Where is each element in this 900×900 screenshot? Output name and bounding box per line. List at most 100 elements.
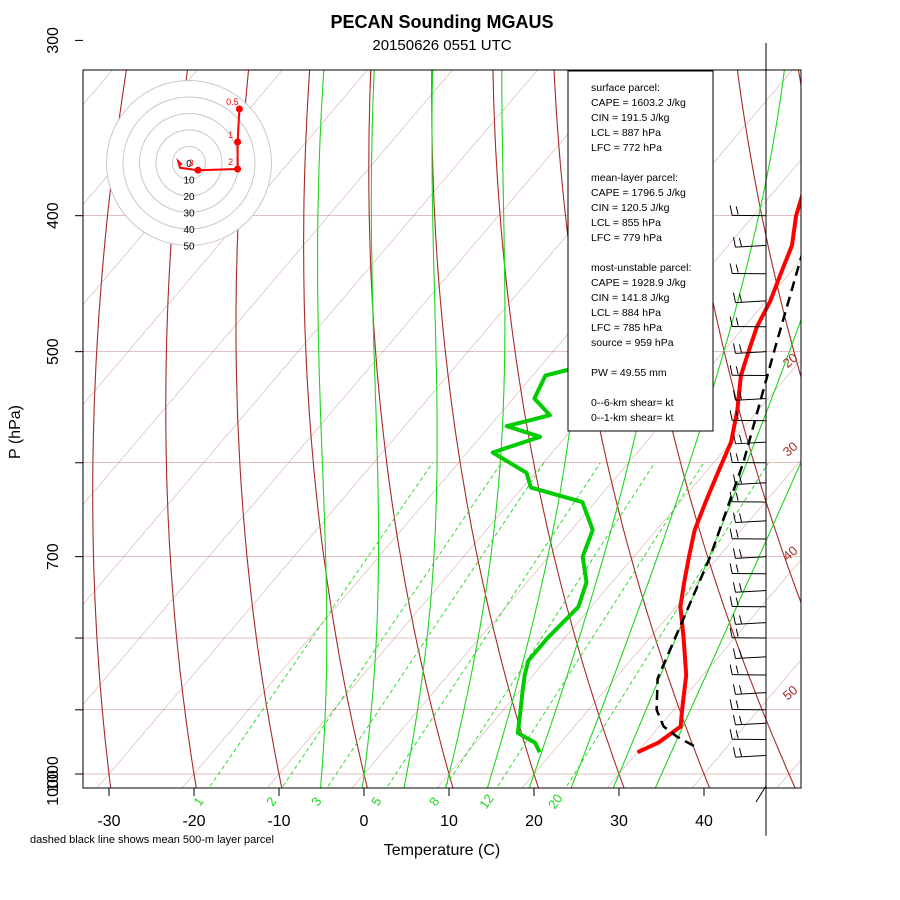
info-box: surface parcel: CAPE = 1603.2 J/kg CIN = 1… (567, 70, 714, 432)
hodograph-bg (107, 81, 271, 245)
wind-feather (735, 264, 739, 273)
dry-adiabat (303, 70, 368, 788)
chart-title: PECAN Sounding MGAUS (331, 12, 554, 32)
wind-feather (732, 747, 736, 758)
info-line: LFC = 772 hPa (591, 142, 662, 154)
wind-feather (729, 263, 733, 274)
wind-feather (738, 715, 742, 725)
wind-feather (738, 434, 742, 443)
hodograph-point (235, 105, 243, 113)
wind-feather (729, 316, 733, 327)
isotherm (83, 70, 113, 105)
wind-feather (738, 391, 742, 400)
info-line: PW = 49.55 mm (591, 367, 667, 379)
hodograph-point (234, 138, 242, 146)
hodograph-height-label: 1 (228, 130, 233, 140)
wind-feather (732, 548, 736, 559)
hodograph-height-label: 3 (188, 158, 193, 168)
wind-feather (729, 452, 733, 463)
x-tick-label: -30 (97, 813, 120, 830)
wind-barb (735, 656, 767, 660)
info-line: 0--6-km shear= kt (591, 397, 674, 409)
mixing-ratio-line (208, 462, 433, 788)
hodograph-point (194, 166, 202, 174)
hodograph-point (234, 165, 242, 173)
dry-adiabat (92, 70, 127, 788)
isotherm (521, 459, 801, 788)
mixing-ratio-line (443, 462, 656, 788)
hodograph-ring-label: 40 (183, 225, 195, 236)
info-line: CAPE = 1796.5 J/kg (591, 187, 686, 199)
hodograph-ring (106, 80, 272, 246)
mixing-ratio-line (565, 462, 769, 788)
wind-barb (735, 520, 767, 524)
wind-feather (732, 474, 736, 485)
wind-feather (735, 730, 739, 739)
hodograph-ring (122, 96, 256, 230)
mixing-ratio-label: 20 (545, 791, 566, 811)
hodograph-ring-label: 10 (183, 176, 195, 187)
dry-adiabat (492, 70, 625, 788)
wind-feather (729, 627, 733, 638)
wind-feather (735, 628, 739, 637)
y-axis-label: P (hPa) (7, 405, 24, 459)
info-line: LCL = 887 hPa (591, 127, 661, 139)
wind-feather (729, 596, 733, 607)
wind-feather (732, 237, 736, 248)
wind-feather (735, 317, 739, 326)
parcel-line (655, 253, 801, 747)
wind-feather (732, 390, 736, 401)
wind-feather (738, 649, 742, 658)
wind-feather (738, 513, 742, 522)
x-axis-ticks: -30 -20 -10 0 10 20 30 40 (97, 788, 713, 830)
moist-adiabat (654, 460, 801, 788)
wind-feather (738, 238, 742, 247)
x-tick-label: -20 (182, 813, 205, 830)
x-tick-label: 10 (440, 813, 458, 830)
info-line: CAPE = 1603.2 J/kg (591, 97, 686, 109)
wind-barb (735, 351, 767, 354)
wind-feather (738, 748, 742, 757)
isotherm (83, 70, 453, 505)
isotherm (436, 359, 801, 788)
wind-feather (735, 597, 739, 606)
wind-feather (735, 492, 739, 501)
hodograph-ring-label: 0 (186, 159, 192, 170)
isotherm (351, 259, 801, 788)
wind-feather (738, 344, 742, 353)
wind-feather (732, 684, 736, 695)
info-line: CIN = 141.8 J/kg (591, 292, 670, 304)
moist-adiabat (570, 70, 785, 788)
wind-feather (738, 615, 742, 624)
y-tick-label: 700 (45, 543, 62, 570)
wind-feather (738, 549, 742, 558)
dry-adiabat (431, 70, 540, 788)
mixing-ratio-line (496, 462, 705, 788)
wind-feather (732, 512, 736, 523)
x-tick-label: -10 (267, 813, 290, 830)
dry-adiabat (675, 70, 801, 605)
wind-feather (738, 293, 742, 302)
x-tick-label: 0 (360, 813, 369, 830)
wind-feather (735, 529, 739, 538)
wind-barb (735, 244, 767, 248)
dry-adiabat (614, 70, 796, 788)
footnote: dashed black line shows mean 500-m layer… (30, 834, 274, 846)
isotherm (606, 559, 801, 788)
info-line: source = 959 hPa (591, 337, 674, 349)
plot-frame (82, 69, 802, 789)
wind-feather (735, 453, 739, 462)
hodograph-ring-label: 50 (183, 242, 195, 253)
y-tick-label-base: 1000 (45, 770, 62, 806)
wind-feather (738, 685, 742, 694)
x-tick-label: 20 (525, 813, 543, 830)
wind-feather (735, 206, 739, 215)
wind-feather (735, 366, 739, 375)
wind-feather (729, 491, 733, 502)
info-line: CIN = 120.5 J/kg (591, 202, 670, 214)
isotherm (83, 70, 283, 305)
wind-feather (732, 582, 736, 593)
mixing-ratio-line (281, 462, 502, 788)
hodograph-ring-label: 30 (183, 209, 195, 220)
isotherm (181, 70, 793, 788)
